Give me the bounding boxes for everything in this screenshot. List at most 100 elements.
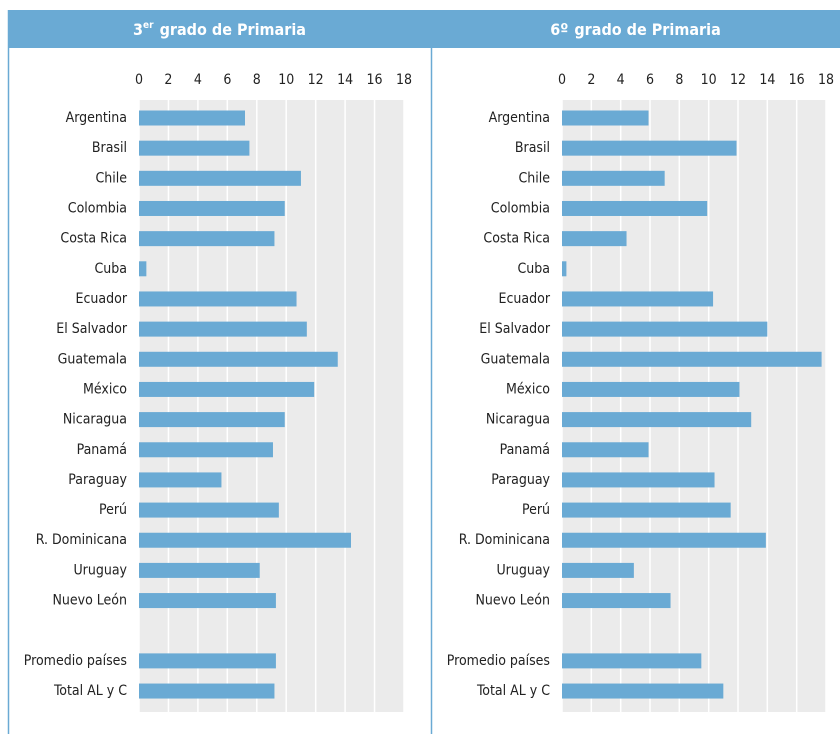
x-tick-label: 10 [701, 72, 717, 88]
x-tick-label: 14 [759, 72, 775, 88]
bar [562, 321, 768, 337]
bar [139, 140, 250, 156]
category-label: Brasil [515, 140, 550, 156]
category-label: Argentina [489, 110, 550, 126]
x-tick-label: 10 [278, 72, 294, 88]
category-label: Total AL y C [53, 683, 127, 699]
category-label: Colombia [491, 200, 550, 216]
category-label: Promedio países [447, 653, 550, 669]
category-label: El Salvador [56, 321, 128, 337]
category-label: Paraguay [491, 472, 550, 488]
category-label: Colombia [68, 200, 127, 216]
plot-background [562, 100, 826, 712]
x-tick-label: 12 [308, 72, 324, 88]
plot-background [139, 100, 404, 712]
x-tick-label: 4 [194, 72, 202, 88]
category-label: Total AL y C [476, 683, 550, 699]
category-label: R. Dominicana [459, 532, 550, 548]
bar [562, 261, 567, 277]
x-tick-label: 6 [223, 72, 231, 88]
category-label: Nuevo León [475, 593, 550, 609]
bar [562, 381, 740, 397]
bar [562, 442, 649, 458]
category-label: Panamá [77, 442, 127, 458]
category-label: Promedio países [24, 653, 127, 669]
bar [562, 532, 766, 548]
bar [139, 593, 276, 609]
title-number: 3 [133, 20, 143, 39]
x-tick-label: 0 [558, 72, 566, 88]
panel-title: 3er grado de Primaria [133, 20, 306, 39]
panel-header [8, 10, 431, 48]
x-tick-label: 18 [396, 72, 412, 88]
category-label: Perú [522, 502, 550, 518]
x-tick-label: 2 [164, 72, 172, 88]
x-tick-label: 16 [367, 72, 383, 88]
category-label: Ecuador [499, 291, 551, 307]
category-label: Uruguay [73, 562, 127, 578]
category-label: Uruguay [496, 562, 550, 578]
category-label: Cuba [95, 261, 128, 277]
category-label: Panamá [500, 442, 550, 458]
panel-header [431, 10, 840, 48]
bar [562, 291, 714, 307]
x-tick-label: 16 [789, 72, 805, 88]
bar [139, 200, 285, 216]
bar [562, 502, 731, 518]
x-tick-label: 2 [587, 72, 595, 88]
x-tick-label: 14 [337, 72, 353, 88]
category-label: Ecuador [76, 291, 128, 307]
category-label: Nuevo León [52, 593, 127, 609]
title-text: grado de Primaria [574, 20, 720, 39]
bar [139, 321, 307, 337]
category-label: Chile [518, 170, 550, 186]
category-label: Guatemala [58, 351, 127, 367]
category-label: Argentina [66, 110, 127, 126]
bar [562, 140, 737, 156]
panel-title: 6º grado de Primaria [550, 20, 721, 39]
bar [139, 442, 273, 458]
bar [139, 683, 275, 699]
bar [562, 200, 708, 216]
bar [139, 231, 275, 247]
bar [562, 231, 627, 247]
x-tick-label: 0 [135, 72, 143, 88]
title-superscript: er [143, 20, 154, 31]
bar [139, 381, 315, 397]
category-label: Guatemala [481, 351, 550, 367]
x-tick-label: 18 [818, 72, 834, 88]
bar [139, 562, 260, 578]
category-label: Cuba [518, 261, 551, 277]
bar [562, 351, 822, 367]
bar [139, 472, 222, 488]
category-label: Nicaragua [486, 412, 550, 428]
bar [562, 562, 634, 578]
bar [139, 532, 351, 548]
x-tick-label: 8 [253, 72, 261, 88]
bar [562, 472, 715, 488]
category-label: México [506, 381, 550, 397]
x-tick-label: 12 [730, 72, 746, 88]
bar [139, 291, 297, 307]
category-label: Brasil [92, 140, 127, 156]
bar [139, 653, 276, 669]
bar [562, 412, 752, 428]
category-label: R. Dominicana [36, 532, 127, 548]
bar [562, 110, 649, 126]
category-label: Perú [99, 502, 127, 518]
category-label: Nicaragua [63, 412, 127, 428]
category-label: El Salvador [479, 321, 551, 337]
category-label: Chile [95, 170, 127, 186]
x-tick-label: 6 [646, 72, 654, 88]
bar [139, 502, 279, 518]
bar [139, 170, 301, 186]
category-label: Costa Rica [483, 231, 550, 247]
bar [562, 170, 665, 186]
title-text: grado de Primaria [160, 20, 306, 39]
category-label: Paraguay [68, 472, 127, 488]
bar [139, 412, 285, 428]
bar [562, 593, 671, 609]
bar [139, 261, 147, 277]
x-tick-label: 8 [675, 72, 683, 88]
